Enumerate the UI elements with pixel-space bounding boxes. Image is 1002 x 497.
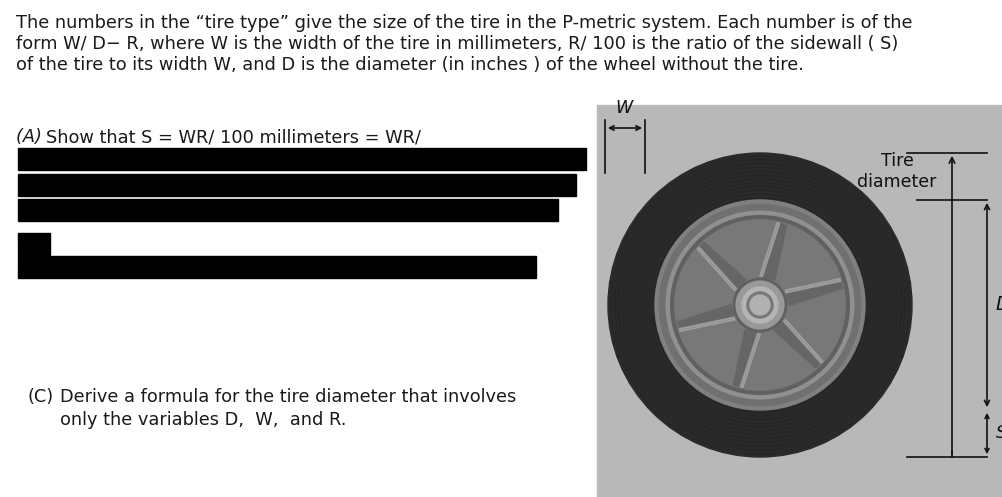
Polygon shape xyxy=(733,330,761,388)
Circle shape xyxy=(672,217,848,393)
Text: The numbers in the “tire type” give the size of the tire in the P-metric system.: The numbers in the “tire type” give the … xyxy=(16,14,913,32)
Circle shape xyxy=(655,200,865,410)
Polygon shape xyxy=(784,319,823,363)
Text: Tire
diameter: Tire diameter xyxy=(858,152,937,191)
Polygon shape xyxy=(760,223,787,280)
Text: Show that S = WR/ 100 millimeters = WR/: Show that S = WR/ 100 millimeters = WR/ xyxy=(46,128,421,146)
Polygon shape xyxy=(677,305,735,331)
Text: only the variables D,  W,  and R.: only the variables D, W, and R. xyxy=(60,411,347,429)
Polygon shape xyxy=(775,319,823,368)
Text: $W$: $W$ xyxy=(615,99,635,117)
Bar xyxy=(18,233,50,255)
Polygon shape xyxy=(679,317,735,331)
Text: (C): (C) xyxy=(28,388,54,406)
Polygon shape xyxy=(697,242,745,291)
Text: $D$: $D$ xyxy=(995,296,1002,315)
Bar xyxy=(18,174,576,196)
Bar xyxy=(18,256,536,278)
Text: $S$: $S$ xyxy=(995,424,1002,442)
Text: form W/ D− R, where W is the width of the tire in millimeters, R/ 100 is the rat: form W/ D− R, where W is the width of th… xyxy=(16,35,899,53)
Bar xyxy=(18,148,586,170)
Polygon shape xyxy=(697,247,736,291)
Bar xyxy=(18,199,558,221)
Circle shape xyxy=(750,295,770,315)
Polygon shape xyxy=(740,333,761,388)
Bar xyxy=(597,105,1002,497)
Polygon shape xyxy=(785,278,843,306)
Text: (⁠A): (⁠A) xyxy=(16,128,42,146)
Polygon shape xyxy=(785,278,841,293)
Circle shape xyxy=(734,279,786,331)
Circle shape xyxy=(662,207,858,403)
Circle shape xyxy=(747,292,773,318)
Circle shape xyxy=(742,287,778,323)
Polygon shape xyxy=(760,223,780,277)
Text: Derive a formula for the tire diameter that involves: Derive a formula for the tire diameter t… xyxy=(60,388,516,406)
Circle shape xyxy=(608,153,912,457)
Text: of the tire to its width W, and D is the diameter (in inches ) of the wheel with: of the tire to its width W, and D is the… xyxy=(16,56,804,74)
